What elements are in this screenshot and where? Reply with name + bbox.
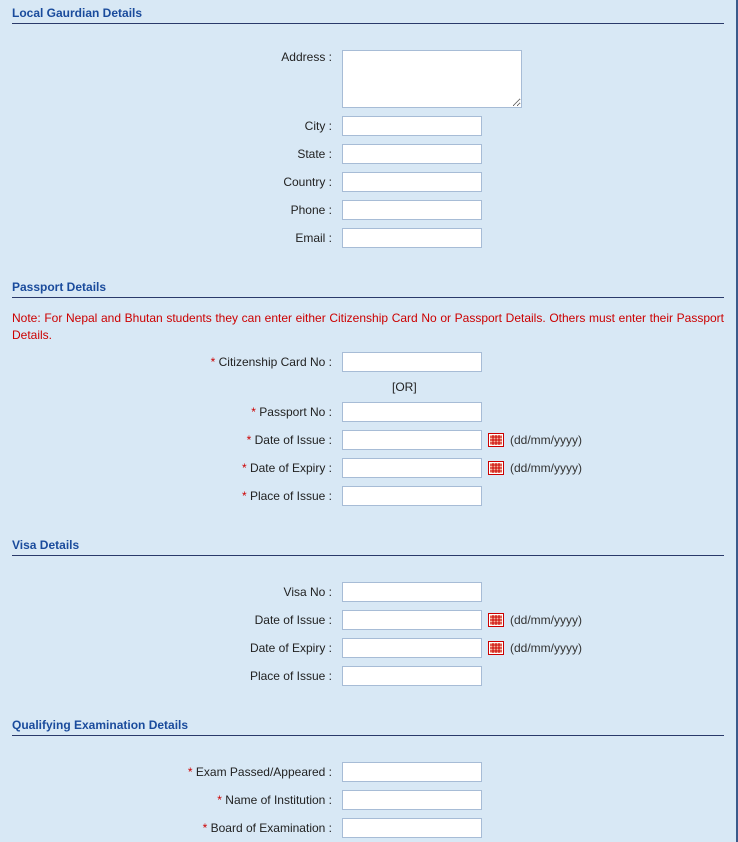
divider	[12, 297, 724, 298]
row-city: City :	[12, 116, 724, 136]
citizenship-input[interactable]	[342, 352, 482, 372]
label-passport-issue: * Date of Issue :	[12, 433, 342, 447]
spacer	[12, 564, 724, 582]
row-visa-issue: Date of Issue : (dd/mm/yyyy)	[12, 610, 724, 630]
label-passport-expiry: * Date of Expiry :	[12, 461, 342, 475]
section-title-qualifying: Qualifying Examination Details	[12, 712, 724, 735]
visa-place-input[interactable]	[342, 666, 482, 686]
row-state: State :	[12, 144, 724, 164]
label-phone: Phone :	[12, 203, 342, 217]
row-passport-place: * Place of Issue :	[12, 486, 724, 506]
calendar-icon[interactable]	[488, 433, 504, 447]
row-board: * Board of Examination :	[12, 818, 724, 842]
country-input[interactable]	[342, 172, 482, 192]
section-title-visa: Visa Details	[12, 532, 724, 555]
spacer	[12, 32, 724, 50]
divider	[12, 23, 724, 24]
row-passport-no: * Passport No :	[12, 402, 724, 422]
email-input[interactable]	[342, 228, 482, 248]
label-exam-passed: * Exam Passed/Appeared :	[12, 765, 342, 779]
row-visa-no: Visa No :	[12, 582, 724, 602]
spacer	[12, 514, 724, 532]
phone-input[interactable]	[342, 200, 482, 220]
row-citizenship: * Citizenship Card No :	[12, 352, 724, 372]
label-visa-issue: Date of Issue :	[12, 613, 342, 627]
state-input[interactable]	[342, 144, 482, 164]
row-visa-place: Place of Issue :	[12, 666, 724, 686]
label-city: City :	[12, 119, 342, 133]
spacer	[12, 744, 724, 762]
date-hint: (dd/mm/yyyy)	[510, 613, 582, 627]
label-visa-place: Place of Issue :	[12, 669, 342, 683]
row-passport-expiry: * Date of Expiry : (dd/mm/yyyy)	[12, 458, 724, 478]
passport-expiry-input[interactable]	[342, 458, 482, 478]
label-email: Email :	[12, 231, 342, 245]
label-passport-expiry-text: Date of Expiry :	[250, 461, 332, 475]
label-board: * Board of Examination :	[12, 821, 342, 835]
institution-input[interactable]	[342, 790, 482, 810]
label-citizenship-text: Citizenship Card No :	[219, 355, 332, 369]
section-title-guardian: Local Gaurdian Details	[12, 0, 724, 23]
label-board-text: Board of Examination :	[211, 821, 332, 835]
spacer	[12, 256, 724, 274]
label-country: Country :	[12, 175, 342, 189]
divider	[12, 555, 724, 556]
row-phone: Phone :	[12, 200, 724, 220]
label-address: Address :	[12, 50, 342, 64]
label-citizenship: * Citizenship Card No :	[12, 355, 342, 369]
date-hint: (dd/mm/yyyy)	[510, 461, 582, 475]
divider	[12, 735, 724, 736]
visa-no-input[interactable]	[342, 582, 482, 602]
row-email: Email :	[12, 228, 724, 248]
exam-passed-input[interactable]	[342, 762, 482, 782]
calendar-icon[interactable]	[488, 461, 504, 475]
label-visa-expiry: Date of Expiry :	[12, 641, 342, 655]
visa-issue-input[interactable]	[342, 610, 482, 630]
label-passport-no: * Passport No :	[12, 405, 342, 419]
label-passport-place-text: Place of Issue :	[250, 489, 332, 503]
label-state: State :	[12, 147, 342, 161]
row-passport-issue: * Date of Issue : (dd/mm/yyyy)	[12, 430, 724, 450]
spacer	[12, 694, 724, 712]
passport-place-input[interactable]	[342, 486, 482, 506]
row-address: Address :	[12, 50, 724, 108]
section-title-passport: Passport Details	[12, 274, 724, 297]
passport-issue-input[interactable]	[342, 430, 482, 450]
or-separator: [OR]	[12, 380, 724, 394]
row-country: Country :	[12, 172, 724, 192]
passport-note: Note: For Nepal and Bhutan students they…	[12, 306, 724, 352]
label-passport-place: * Place of Issue :	[12, 489, 342, 503]
label-passport-no-text: Passport No :	[259, 405, 332, 419]
visa-expiry-input[interactable]	[342, 638, 482, 658]
row-visa-expiry: Date of Expiry : (dd/mm/yyyy)	[12, 638, 724, 658]
calendar-icon[interactable]	[488, 641, 504, 655]
city-input[interactable]	[342, 116, 482, 136]
label-visa-no: Visa No :	[12, 585, 342, 599]
board-input[interactable]	[342, 818, 482, 838]
label-exam-passed-text: Exam Passed/Appeared :	[196, 765, 332, 779]
passport-no-input[interactable]	[342, 402, 482, 422]
label-institution-text: Name of Institution :	[225, 793, 332, 807]
row-institution: * Name of Institution :	[12, 790, 724, 810]
date-hint: (dd/mm/yyyy)	[510, 433, 582, 447]
calendar-icon[interactable]	[488, 613, 504, 627]
form-page: Local Gaurdian Details Address : City : …	[0, 0, 738, 842]
label-passport-issue-text: Date of Issue :	[255, 433, 332, 447]
date-hint: (dd/mm/yyyy)	[510, 641, 582, 655]
row-exam-passed: * Exam Passed/Appeared :	[12, 762, 724, 782]
address-textarea[interactable]	[342, 50, 522, 108]
label-institution: * Name of Institution :	[12, 793, 342, 807]
